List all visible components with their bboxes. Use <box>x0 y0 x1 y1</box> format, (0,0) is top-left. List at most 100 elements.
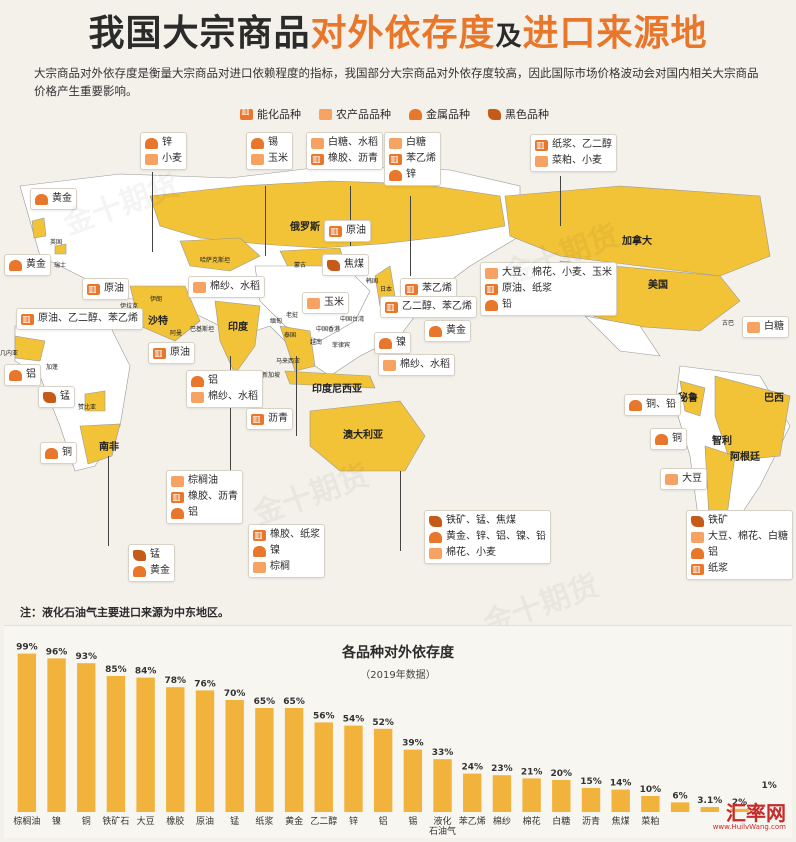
title-part-3: 及 <box>495 22 523 52</box>
import-card: 焦煤 <box>322 254 369 276</box>
bar-value-label: 3.1% <box>697 796 722 806</box>
category-label: 铝 <box>379 815 388 827</box>
bar-value-label: 10% <box>640 785 662 795</box>
metal-icon <box>691 547 704 559</box>
label-pakistan: 巴基斯坦 <box>190 326 215 333</box>
import-card: 锰 黄金 <box>128 544 175 582</box>
bar <box>700 807 719 812</box>
category-label: 液化 <box>434 815 452 827</box>
agri-icon <box>535 155 548 167</box>
metal-icon <box>485 299 498 311</box>
label-saudi: 沙特 <box>148 316 168 327</box>
leader-line <box>560 176 561 226</box>
title-part-2: 对外依存度 <box>310 13 496 54</box>
agri-icon <box>389 137 402 149</box>
card-row: 锡 <box>251 135 288 151</box>
import-card: 镍 <box>374 332 411 354</box>
card-row: 小麦 <box>145 151 182 167</box>
energy-icon <box>535 138 548 154</box>
bar-value-label: 65% <box>254 697 276 707</box>
import-card: 铜、铅 <box>624 394 681 416</box>
legend-agri: 农产品品种 <box>319 106 391 122</box>
import-card: 黄金 <box>424 320 471 342</box>
footnote: 注：液化石油气主要进口来源为中东地区。 <box>20 606 229 619</box>
card-row: 玉米 <box>307 295 344 311</box>
bar <box>166 687 185 812</box>
card-row: 原油 <box>153 345 190 362</box>
card-row: 乙二醇、苯乙烯 <box>385 299 472 316</box>
card-text: 原油、乙二醇、苯乙烯 <box>38 313 138 324</box>
card-text: 铜 <box>672 433 682 444</box>
brazil-shape <box>714 375 791 462</box>
bar <box>314 722 333 812</box>
import-card: 白糖 <box>742 316 789 338</box>
card-text: 菜粕、小麦 <box>552 155 602 166</box>
category-label: 大豆 <box>137 815 155 827</box>
page-title: 我国大宗商品对外依存度及进口来源地 <box>0 4 796 56</box>
card-text: 玉米 <box>324 297 344 308</box>
legend-label: 金属品种 <box>426 108 470 121</box>
card-row: 棉纱、水稻 <box>193 279 260 295</box>
card-row: 锰 <box>43 389 70 405</box>
agri-icon <box>747 321 760 333</box>
card-text: 乙二醇、苯乙烯 <box>402 301 472 312</box>
bar <box>47 658 66 812</box>
energy-icon <box>240 107 253 120</box>
card-row: 铝 <box>171 505 238 521</box>
import-card: 棉纱、水稻 <box>188 276 265 298</box>
card-text: 小麦 <box>162 153 182 164</box>
import-card: 黄金 <box>4 254 51 276</box>
label-india: 印度 <box>228 322 248 333</box>
label-gabon: 加蓬 <box>46 364 59 371</box>
metal-icon <box>9 259 22 271</box>
label-southafrica: 南非 <box>99 442 119 453</box>
card-text: 铁矿、锰、焦煤 <box>446 515 516 526</box>
bar <box>611 789 630 812</box>
card-row: 原油 <box>329 223 366 240</box>
bar-value-label: 2% <box>732 798 747 808</box>
import-card: 铝 <box>4 364 41 386</box>
label-zambia: 赞比亚 <box>78 404 97 411</box>
card-row: 铝 <box>691 545 788 561</box>
agri-icon <box>429 547 442 559</box>
card-text: 棕榈油 <box>188 475 218 486</box>
agri-icon <box>311 137 324 149</box>
category-label: 棕榈油 <box>13 815 40 827</box>
energy-icon <box>311 152 324 168</box>
bar <box>195 690 215 812</box>
label-chile: 智利 <box>712 436 732 447</box>
card-text: 锰 <box>60 391 70 402</box>
leader-line <box>400 471 401 551</box>
agri-icon <box>691 531 704 543</box>
agri-icon <box>193 281 206 293</box>
bar-value-label: 65% <box>283 697 305 707</box>
card-row: 黄金 <box>133 563 170 579</box>
bar <box>403 749 423 812</box>
card-text: 锌 <box>406 169 416 180</box>
import-card: 原油、乙二醇、苯乙烯 <box>16 308 143 330</box>
label-taiwan: 中国台湾 <box>340 316 365 323</box>
card-text: 白糖 <box>406 137 426 148</box>
bar <box>77 663 96 812</box>
import-card: 黄金 <box>30 188 77 210</box>
bar <box>136 677 155 812</box>
card-text: 大豆、棉花、小麦、玉米 <box>502 267 612 278</box>
bar <box>641 796 660 812</box>
category-label: 锌 <box>349 815 358 827</box>
leader-line <box>108 456 109 546</box>
card-text: 大豆、棉花、白糖 <box>708 531 788 542</box>
brand-logo: 汇率网 www.HuilvWang.com <box>682 797 792 837</box>
card-text: 镍 <box>270 545 280 556</box>
bar-value-label: 14% <box>610 779 632 789</box>
card-row: 镍 <box>253 543 320 559</box>
card-text: 黄金、锌、铝、镍、铅 <box>446 531 546 542</box>
agri-icon <box>665 473 678 485</box>
card-row: 大豆、棉花、小麦、玉米 <box>485 265 612 281</box>
leader-line <box>152 172 153 252</box>
bar-value-label: 39% <box>402 739 424 749</box>
import-card: 白糖、水稻 橡胶、沥青 <box>306 132 383 170</box>
energy-icon <box>87 282 100 298</box>
category-label: 锰 <box>230 815 239 827</box>
label-uk: 英国 <box>50 239 63 246</box>
russia-shape <box>149 180 506 249</box>
